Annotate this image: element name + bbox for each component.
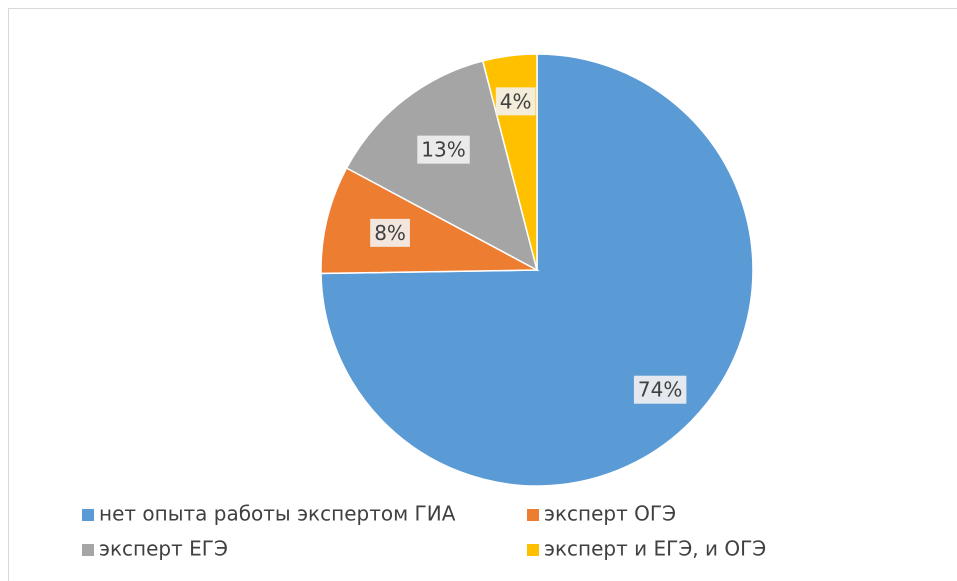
data-label-bg (495, 87, 536, 116)
legend-label: эксперт ОГЭ (544, 502, 676, 526)
legend-swatch (82, 509, 94, 521)
data-label: 13% (421, 138, 465, 162)
data-label: 74% (638, 378, 682, 402)
legend-swatch (527, 509, 539, 521)
data-label: 8% (374, 221, 406, 245)
legend-swatch (527, 544, 539, 556)
pie-slice (320, 166, 540, 275)
legend-label: нет опыта работы экспертом ГИА (99, 502, 456, 526)
pie-slice (345, 60, 539, 272)
data-label-bg (370, 218, 410, 247)
data-label-bg (633, 375, 687, 404)
legend-swatch (82, 544, 94, 556)
legend-label: эксперт ЕГЭ (99, 537, 228, 561)
data-label: 4% (500, 89, 532, 113)
legend-label: эксперт и ЕГЭ, и ОГЭ (544, 537, 766, 561)
data-label-bg (417, 135, 470, 164)
